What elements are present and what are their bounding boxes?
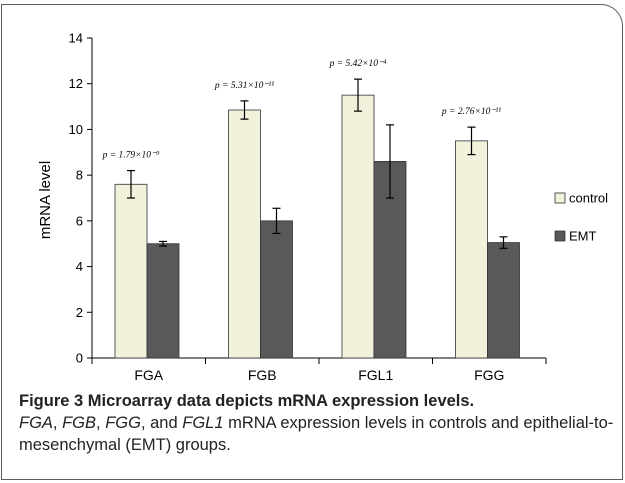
bar xyxy=(228,109,261,359)
bar xyxy=(146,243,180,359)
y-tick-label: 0 xyxy=(76,351,83,366)
y-tick-label: 14 xyxy=(69,31,83,46)
caption-gene: FGL1 xyxy=(182,414,224,432)
caption-text: mRNA expression levels in controls and e… xyxy=(19,414,614,454)
p-value-annotation: p = 5.42×10⁻⁴ xyxy=(329,59,387,69)
legend-label: control xyxy=(569,191,608,206)
p-value-annotation: p = 2.76×10⁻¹¹ xyxy=(441,107,501,117)
legend-label: EMT xyxy=(569,229,597,244)
error-bars xyxy=(127,78,508,249)
bars xyxy=(114,94,520,359)
y-axis-label: mRNA level xyxy=(37,161,54,239)
bar xyxy=(487,242,520,359)
bar xyxy=(455,140,488,359)
legend-swatch xyxy=(554,230,566,242)
bar xyxy=(341,94,375,359)
x-category-label: FGB xyxy=(248,367,277,383)
x-category-label: FGG xyxy=(474,367,504,383)
caption-gene: FGA xyxy=(19,414,53,432)
y-tick-label: 2 xyxy=(76,305,83,320)
caption-separator: , xyxy=(96,414,106,432)
y-tick-label: 4 xyxy=(76,259,83,274)
caption-gene: FGB xyxy=(62,414,97,432)
y-axis: 0 2 4 6 8 10 12 14 xyxy=(69,31,93,366)
p-value-annotation: p = 1.79×10⁻⁹ xyxy=(102,151,160,161)
y-tick-label: 8 xyxy=(76,168,83,183)
p-value-annotations: p = 1.79×10⁻⁹ p = 5.31×10⁻¹¹ p = 5.42×10⁻⁴… xyxy=(102,59,502,160)
y-tick-label: 10 xyxy=(69,122,83,137)
figure-caption: Figure 3 Microarray data depicts mRNA ex… xyxy=(19,390,615,456)
caption-separator: , xyxy=(52,414,63,432)
p-value-annotation: p = 5.31×10⁻¹¹ xyxy=(214,81,274,91)
bar xyxy=(260,220,293,359)
bar xyxy=(114,183,148,359)
caption-gene: FGG xyxy=(105,414,141,432)
legend-swatch xyxy=(554,192,566,204)
x-category-label: FGA xyxy=(134,367,163,383)
figure-frame xyxy=(1,4,623,480)
x-category-label: FGL1 xyxy=(358,367,393,383)
y-tick-label: 6 xyxy=(76,213,83,228)
caption-separator: , and xyxy=(140,414,183,432)
legend: control EMT xyxy=(554,191,608,244)
caption-title: Figure 3 Microarray data depicts mRNA ex… xyxy=(19,392,475,410)
x-axis: FGA FGB FGL1 FGG xyxy=(91,357,547,383)
y-tick-label: 12 xyxy=(69,76,83,91)
